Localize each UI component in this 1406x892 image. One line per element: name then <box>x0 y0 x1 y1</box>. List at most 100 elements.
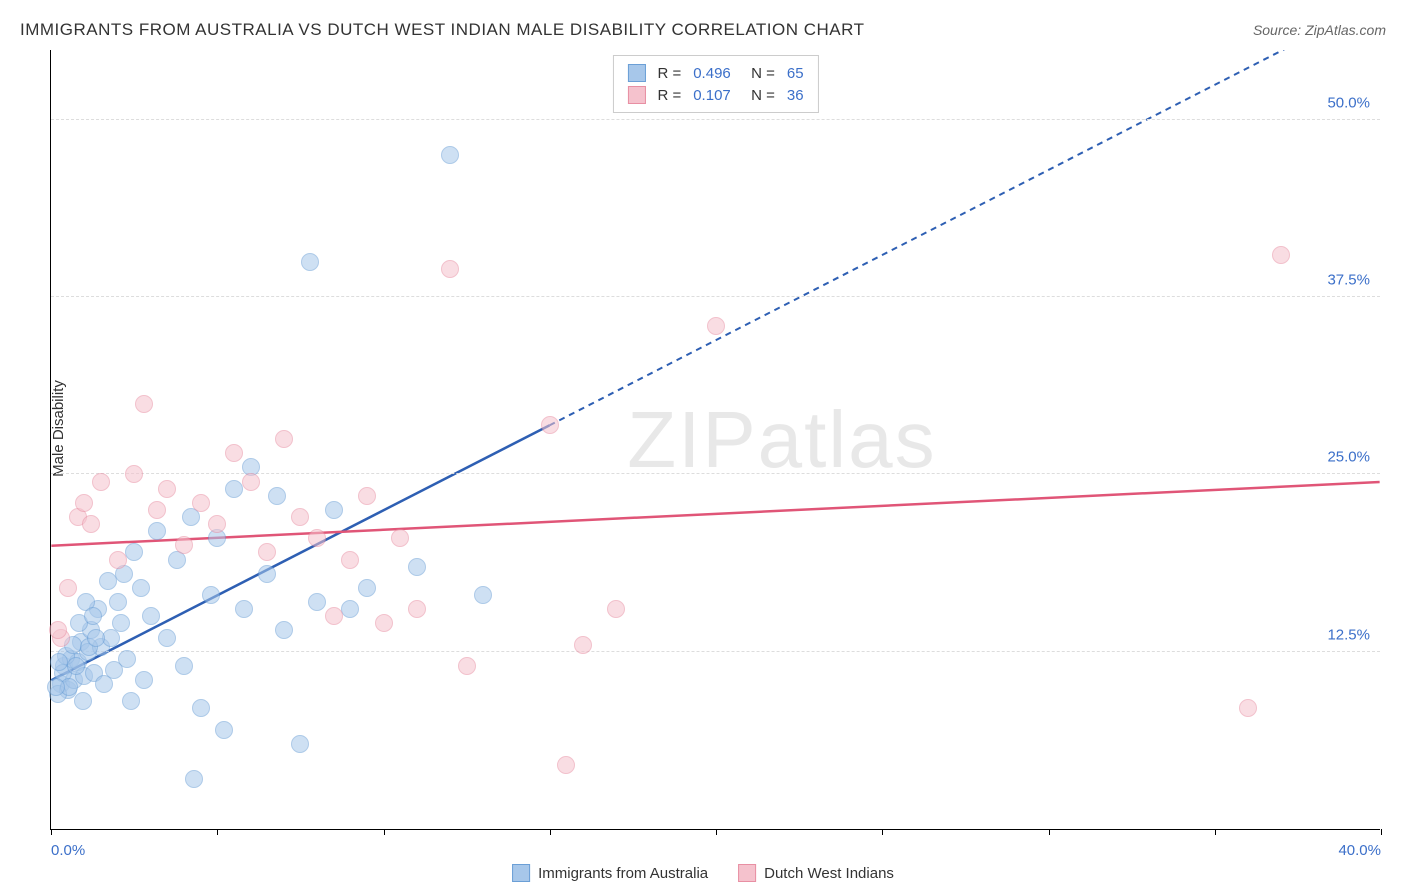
data-point <box>358 579 376 597</box>
trend-lines <box>51 50 1380 829</box>
x-tick <box>217 829 218 835</box>
data-point <box>557 756 575 774</box>
data-point <box>1239 699 1257 717</box>
data-point <box>268 487 286 505</box>
stat-r-value: 0.496 <box>693 65 731 82</box>
data-point <box>341 600 359 618</box>
x-tick-label: 0.0% <box>51 842 85 859</box>
x-tick <box>51 829 52 835</box>
data-point <box>75 494 93 512</box>
stat-n-label: N = <box>743 87 775 104</box>
legend-swatch <box>512 864 530 882</box>
trend-line <box>51 482 1379 546</box>
stat-n-value: 65 <box>787 65 804 82</box>
data-point <box>202 586 220 604</box>
grid-line <box>51 296 1380 297</box>
data-point <box>275 430 293 448</box>
data-point <box>258 565 276 583</box>
x-tick <box>882 829 883 835</box>
data-point <box>458 657 476 675</box>
data-point <box>391 529 409 547</box>
y-tick-label: 25.0% <box>1327 449 1370 466</box>
data-point <box>47 678 65 696</box>
data-point <box>109 551 127 569</box>
legend-stat-row: R =0.107 N =36 <box>627 84 803 106</box>
data-point <box>242 473 260 491</box>
data-point <box>308 593 326 611</box>
y-tick-label: 50.0% <box>1327 94 1370 111</box>
series-legend: Immigrants from Australia Dutch West Indi… <box>512 864 894 882</box>
data-point <box>142 607 160 625</box>
data-point <box>125 465 143 483</box>
data-point <box>175 536 193 554</box>
data-point <box>275 621 293 639</box>
data-point <box>175 657 193 675</box>
data-point <box>132 579 150 597</box>
stat-r-label: R = <box>657 87 681 104</box>
data-point <box>92 473 110 491</box>
data-point <box>341 551 359 569</box>
y-tick-label: 37.5% <box>1327 272 1370 289</box>
data-point <box>707 317 725 335</box>
data-point <box>208 515 226 533</box>
data-point <box>192 494 210 512</box>
grid-line <box>51 651 1380 652</box>
stat-r-label: R = <box>657 65 681 82</box>
x-tick <box>550 829 551 835</box>
data-point <box>225 444 243 462</box>
data-point <box>291 508 309 526</box>
data-point <box>235 600 253 618</box>
data-point <box>74 692 92 710</box>
data-point <box>325 501 343 519</box>
data-point <box>82 515 100 533</box>
data-point <box>67 657 85 675</box>
data-point <box>122 692 140 710</box>
data-point <box>135 671 153 689</box>
data-point <box>541 416 559 434</box>
data-point <box>225 480 243 498</box>
data-point <box>325 607 343 625</box>
data-point <box>135 395 153 413</box>
data-point <box>148 522 166 540</box>
legend-item: Immigrants from Australia <box>512 864 708 882</box>
data-point <box>441 260 459 278</box>
legend-swatch <box>627 64 645 82</box>
data-point <box>607 600 625 618</box>
x-tick <box>716 829 717 835</box>
legend-swatch <box>738 864 756 882</box>
data-point <box>574 636 592 654</box>
data-point <box>185 770 203 788</box>
plot-area: ZIPatlas R =0.496 N =65R =0.107 N =36 12… <box>50 50 1380 830</box>
data-point <box>358 487 376 505</box>
x-tick <box>1049 829 1050 835</box>
data-point <box>59 579 77 597</box>
legend-item: Dutch West Indians <box>738 864 894 882</box>
data-point <box>408 600 426 618</box>
data-point <box>301 253 319 271</box>
data-point <box>441 146 459 164</box>
data-point <box>125 543 143 561</box>
data-point <box>49 621 67 639</box>
legend-swatch <box>627 86 645 104</box>
legend-label: Dutch West Indians <box>764 865 894 882</box>
data-point <box>118 650 136 668</box>
source-label: Source: ZipAtlas.com <box>1253 22 1386 38</box>
data-point <box>148 501 166 519</box>
legend-label: Immigrants from Australia <box>538 865 708 882</box>
data-point <box>308 529 326 547</box>
chart-title: IMMIGRANTS FROM AUSTRALIA VS DUTCH WEST … <box>20 20 864 40</box>
data-point <box>50 653 68 671</box>
stat-r-value: 0.107 <box>693 87 731 104</box>
watermark: ZIPatlas <box>627 394 936 486</box>
data-point <box>112 614 130 632</box>
y-tick-label: 12.5% <box>1327 626 1370 643</box>
data-point <box>291 735 309 753</box>
title-bar: IMMIGRANTS FROM AUSTRALIA VS DUTCH WEST … <box>20 20 1386 40</box>
data-point <box>215 721 233 739</box>
data-point <box>408 558 426 576</box>
data-point <box>109 593 127 611</box>
data-point <box>99 572 117 590</box>
data-point <box>192 699 210 717</box>
legend-stat-row: R =0.496 N =65 <box>627 62 803 84</box>
data-point <box>87 629 105 647</box>
